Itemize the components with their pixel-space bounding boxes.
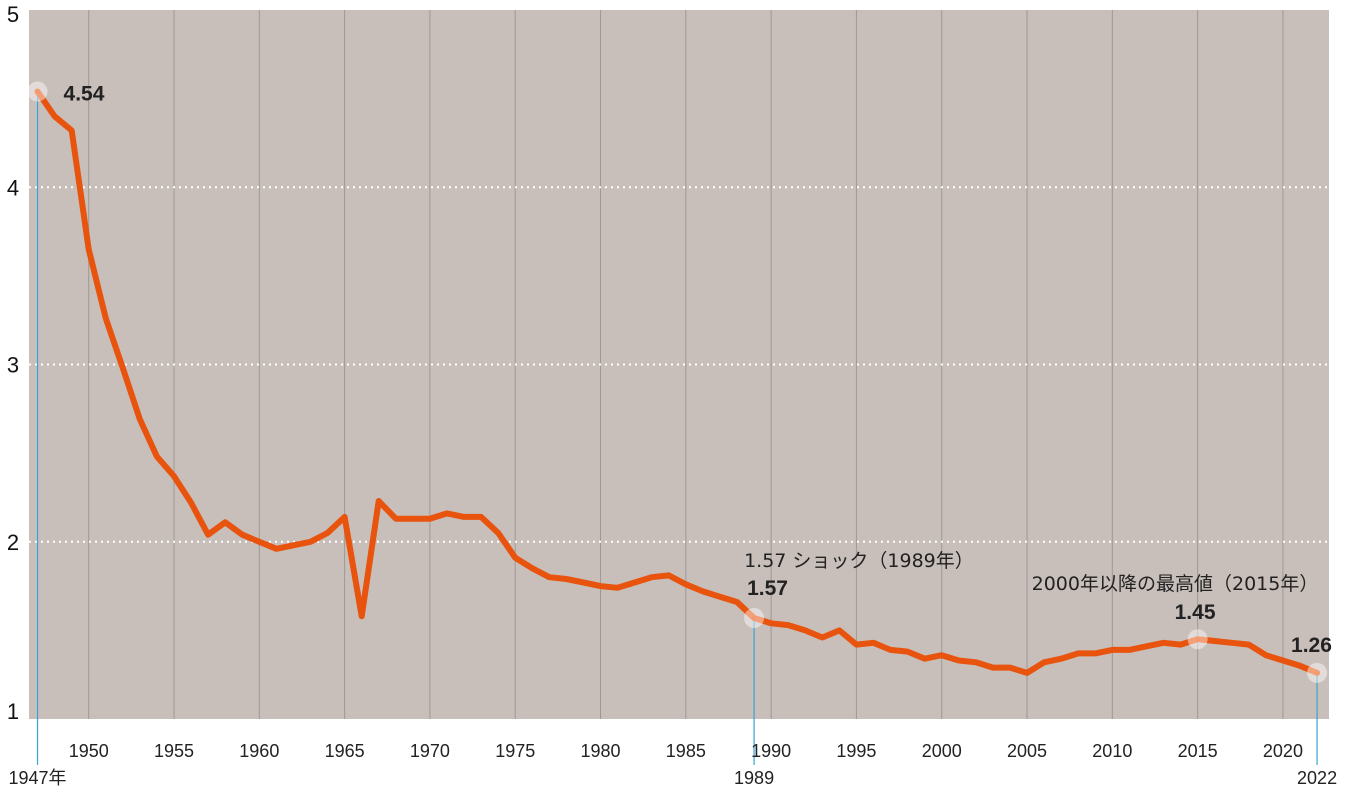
x-tick-label: 2020: [1263, 741, 1303, 761]
annotation-value-label: 1.57: [747, 577, 788, 600]
annotation-value-label: 1.45: [1175, 601, 1216, 624]
annotation-value-label: 1.26: [1291, 634, 1332, 657]
annotation-note: 2000年以降の最高値（2015年）: [1032, 573, 1319, 595]
x-tick-label: 2010: [1092, 741, 1132, 761]
highlight-marker-dot: [1195, 636, 1201, 642]
y-tick-label: 2: [7, 530, 19, 555]
x-axis-ticks: 1950 1955 1960 1965 1970 1975 1980 1985 1990 1995…: [69, 741, 1303, 761]
highlight-marker-dot: [1314, 670, 1320, 676]
x-tick-label: 1990: [751, 741, 791, 761]
x-tick-label: 1950: [69, 741, 109, 761]
annotation-year-label: 2022: [1297, 768, 1337, 788]
x-tick-label: 1960: [239, 741, 279, 761]
x-tick-label: 1965: [325, 741, 365, 761]
x-tick-label: 1975: [495, 741, 535, 761]
series: [34, 88, 1321, 676]
annotation-markers: [27, 81, 1328, 683]
y-tick-label: 1: [7, 699, 19, 724]
horizontal-grid: [29, 186, 1329, 543]
x-tick-label: 1980: [580, 741, 620, 761]
highlight-marker-dot: [751, 615, 757, 621]
series-line: [34, 88, 1321, 676]
x-tick-label: 1970: [410, 741, 450, 761]
highlight-marker-dot: [35, 89, 41, 95]
x-tick-label: 2000: [922, 741, 962, 761]
y-tick-label: 5: [7, 2, 19, 27]
x-tick-label: 1985: [666, 741, 706, 761]
x-tick-label: 2015: [1178, 741, 1218, 761]
annotations: 1947年 4.54 1989 1.57 1.57 ショック（1989年） 1.45 200…: [9, 83, 1338, 788]
y-axis-ticks: 1 2 3 4 5: [7, 2, 19, 724]
annotation-year-label: 1989: [734, 768, 774, 788]
annotation-value-label: 4.54: [64, 83, 105, 106]
annotation-leaders: [36, 91, 1318, 765]
x-tick-label: 1955: [154, 741, 194, 761]
x-tick-label: 2005: [1007, 741, 1047, 761]
annotation-note: 1.57 ショック（1989年）: [744, 550, 974, 572]
y-tick-label: 4: [7, 175, 19, 200]
y-tick-label: 3: [7, 353, 19, 378]
x-tick-label: 1995: [836, 741, 876, 761]
annotation-year-label: 1947年: [9, 768, 67, 788]
